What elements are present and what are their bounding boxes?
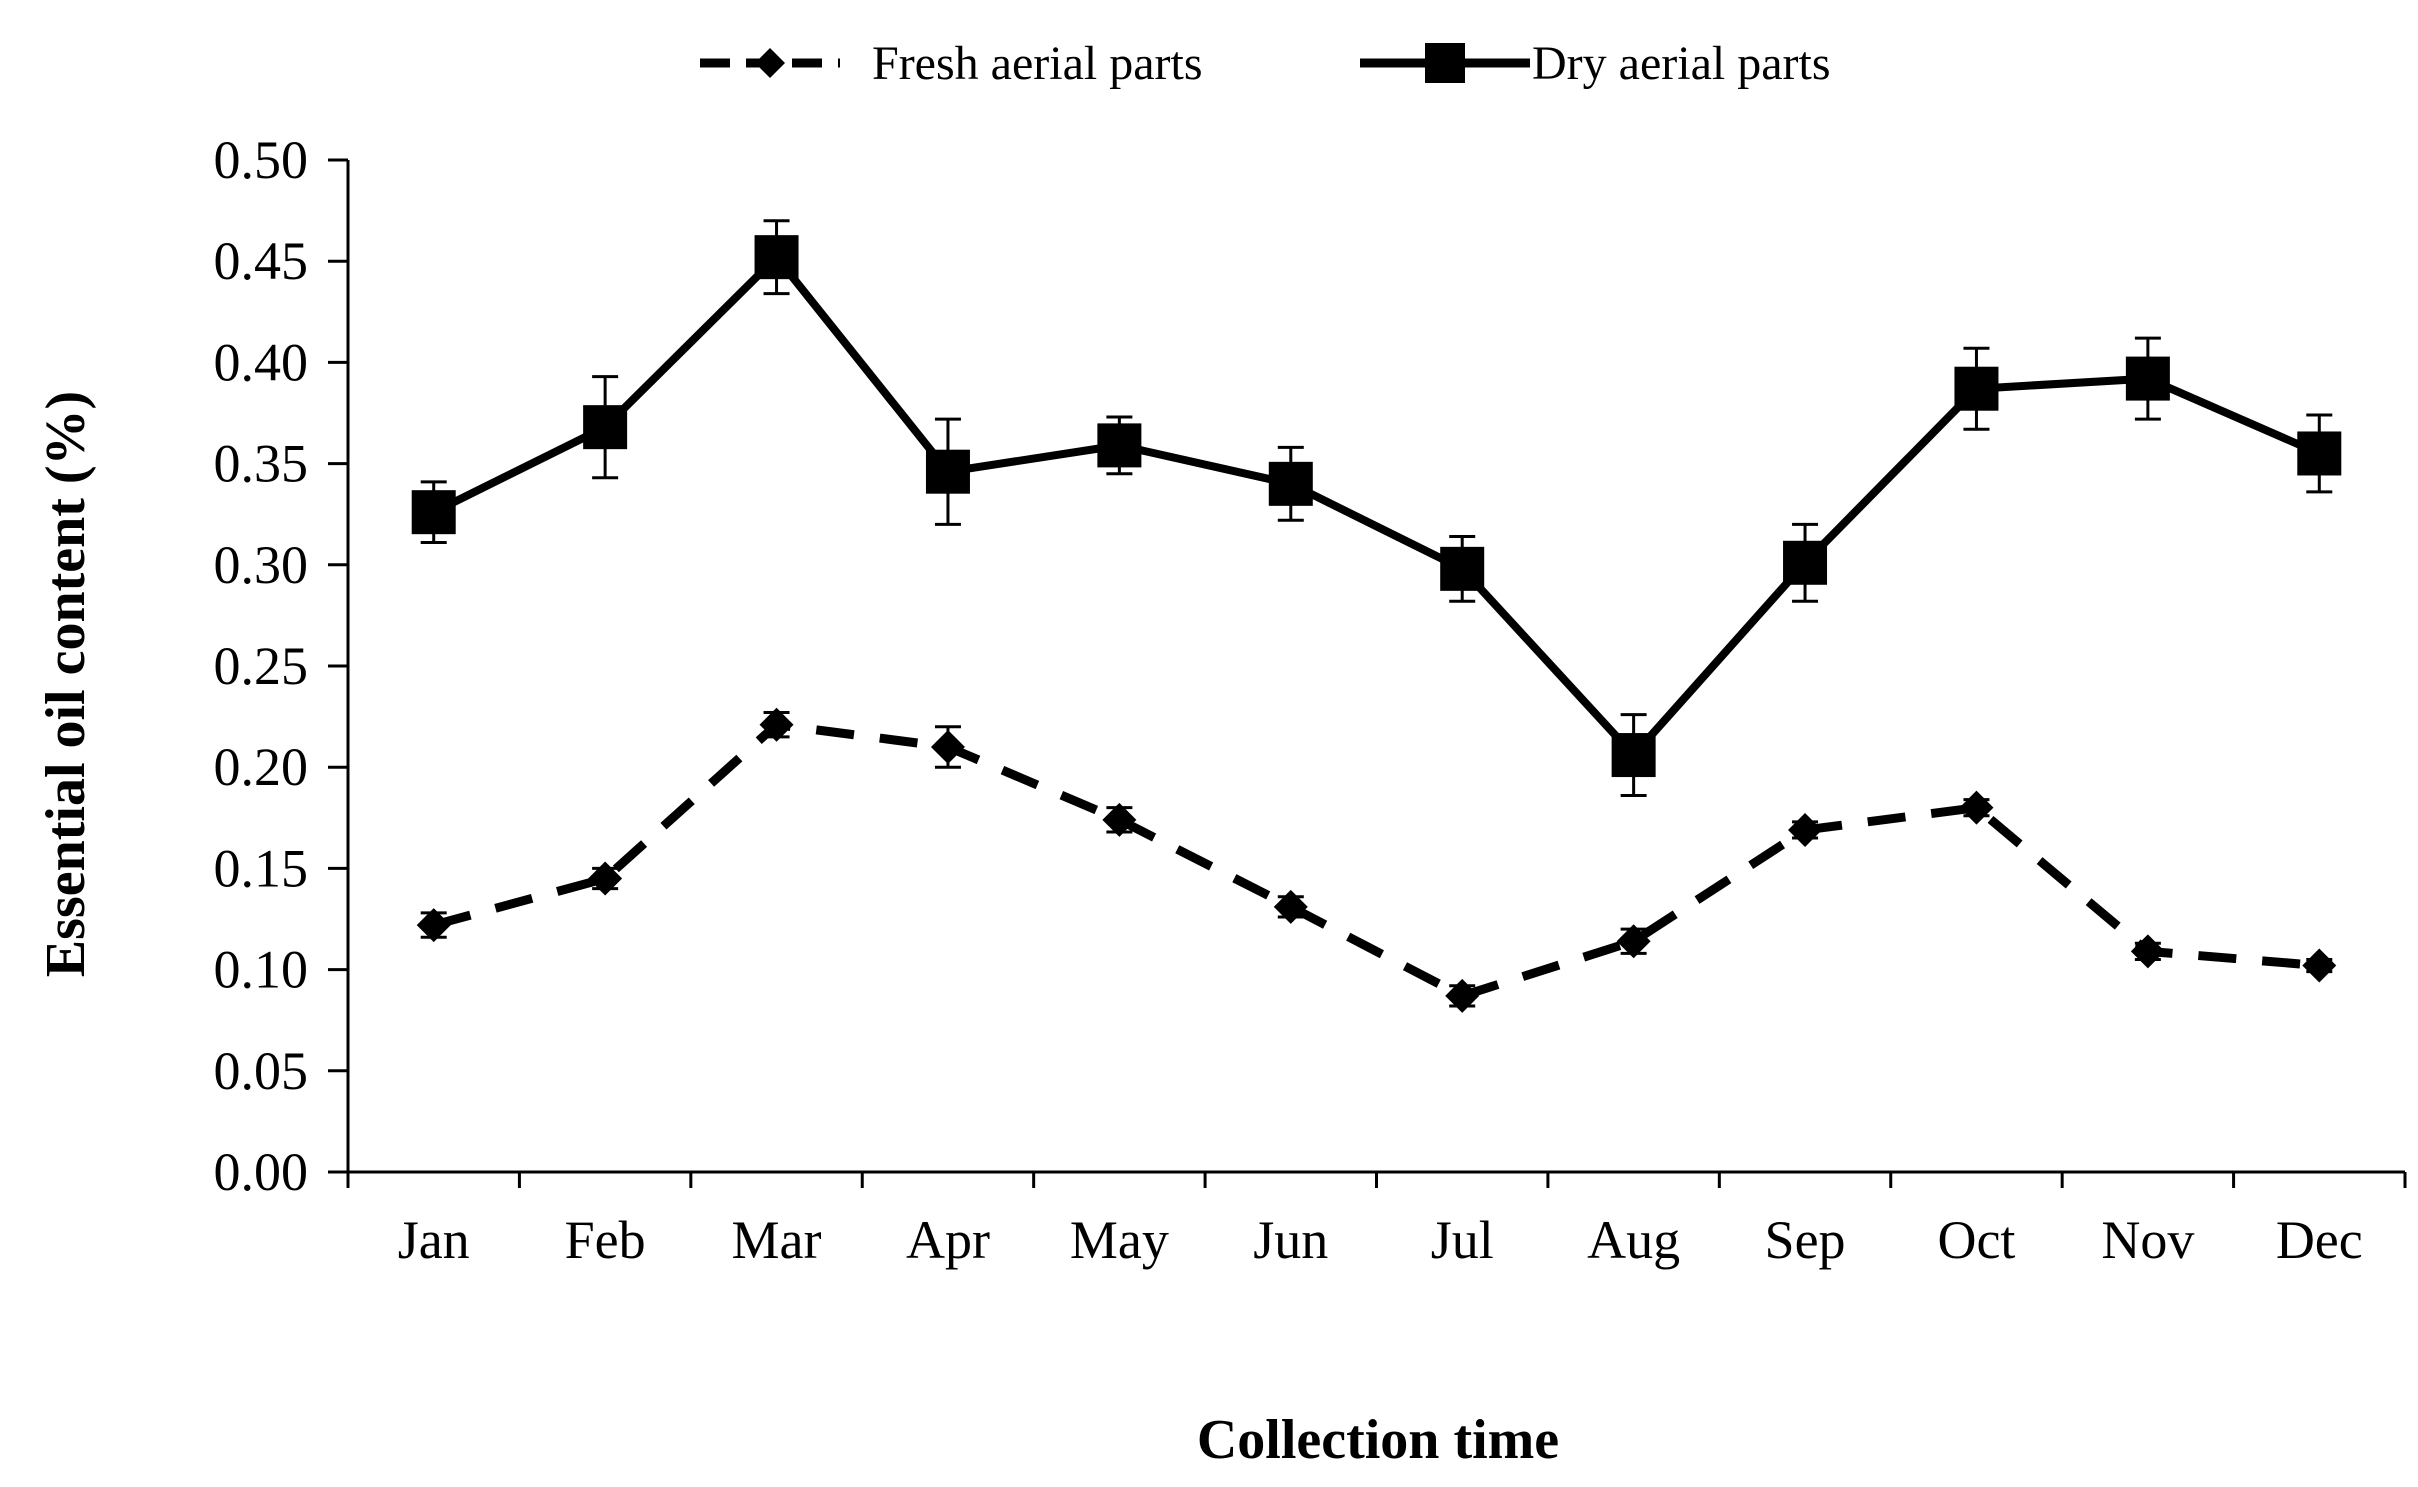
x-tick-label: Jun	[1253, 1210, 1328, 1270]
x-tick-label: Feb	[565, 1210, 646, 1270]
data-point	[1959, 790, 1994, 825]
x-axis-ticks: Jan Feb Mar Apr May Jun Jul Aug Sep Oct Nov Dec	[346, 1172, 2407, 1270]
data-point	[1783, 540, 1828, 585]
data-point	[1102, 802, 1137, 837]
data-point	[588, 861, 623, 896]
y-tick-label: 0.05	[214, 1041, 309, 1101]
series-fresh	[416, 707, 2337, 1013]
series-layer	[411, 219, 2342, 1013]
y-tick-label: 0.15	[214, 838, 309, 898]
x-tick-label: Aug	[1587, 1210, 1680, 1270]
legend-swatch-fresh-marker	[755, 48, 785, 78]
y-tick-label: 0.35	[214, 434, 309, 494]
x-tick-label: May	[1070, 1210, 1169, 1270]
legend-label-dry: Dry aerial parts	[1532, 37, 1831, 90]
data-point	[1445, 978, 1480, 1013]
x-tick-label: Nov	[2101, 1210, 2194, 1270]
y-tick-label: 0.25	[214, 636, 309, 696]
y-axis-ticks: 0.00 0.05 0.10 0.15 0.20 0.25 0.30 0.35 0.40 0.45…	[214, 130, 348, 1202]
data-point	[2297, 431, 2342, 476]
data-point	[1788, 812, 1823, 847]
data-point	[1954, 366, 1999, 411]
x-tick-label: Sep	[1765, 1210, 1846, 1270]
data-point	[1268, 461, 1313, 506]
data-point	[583, 405, 628, 450]
x-axis-title: Collection time	[1197, 1409, 1559, 1471]
y-tick-label: 0.40	[214, 332, 309, 392]
data-point	[754, 235, 799, 280]
data-point	[925, 449, 970, 494]
data-point	[1616, 924, 1651, 959]
data-point	[1273, 889, 1308, 924]
axes	[346, 160, 2405, 1174]
y-axis-title: Essential oil content (%)	[35, 391, 97, 977]
series-dry	[411, 219, 2342, 798]
x-tick-label: Mar	[732, 1210, 822, 1270]
y-tick-label: 0.30	[214, 535, 309, 595]
legend-label-fresh: Fresh aerial parts	[872, 37, 1203, 90]
x-tick-label: Oct	[1937, 1210, 2015, 1270]
data-point	[416, 908, 451, 943]
x-tick-label: Apr	[906, 1210, 990, 1270]
x-tick-label: Dec	[2276, 1210, 2363, 1270]
data-point	[2130, 934, 2165, 969]
legend: Fresh aerial parts Dry aerial parts	[700, 37, 1831, 90]
data-point	[2302, 948, 2337, 983]
series-line-dry	[431, 253, 2321, 760]
data-point	[1097, 423, 1142, 468]
y-tick-label: 0.00	[214, 1142, 309, 1202]
data-point	[759, 707, 794, 742]
y-tick-label: 0.20	[214, 737, 309, 797]
x-tick-label: Jan	[398, 1210, 470, 1270]
data-point	[930, 729, 965, 764]
data-point	[1440, 546, 1485, 591]
y-tick-label: 0.10	[214, 940, 309, 1000]
data-point	[1611, 733, 1656, 778]
y-tick-label: 0.50	[214, 130, 309, 190]
data-point	[2125, 356, 2170, 401]
x-tick-label: Jul	[1431, 1210, 1494, 1270]
series-line-fresh	[432, 720, 2320, 1001]
data-point	[411, 490, 456, 535]
legend-swatch-dry-marker	[1425, 43, 1465, 83]
y-tick-label: 0.45	[214, 231, 309, 291]
